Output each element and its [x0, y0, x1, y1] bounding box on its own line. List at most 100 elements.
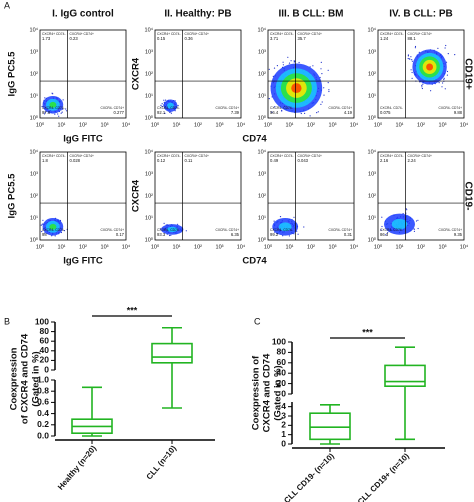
density-contour: [49, 223, 57, 230]
event-dot: [323, 94, 325, 96]
event-dot: [279, 216, 282, 218]
quadrant-value: 2.16: [380, 158, 389, 163]
event-dot: [437, 47, 439, 50]
density-contour: [391, 218, 408, 230]
y-tick-label: 10³: [30, 171, 38, 177]
event-dot: [309, 115, 311, 117]
event-dot: [408, 58, 410, 60]
y-axis-label: Coexpression: [9, 347, 20, 410]
event-dot: [273, 67, 276, 69]
quadrant-name: CXCR4+ CD74-: [270, 32, 294, 36]
quadrant-value: 9.35: [454, 232, 463, 237]
event-dot: [442, 82, 444, 84]
event-dot: [387, 232, 389, 234]
significance-label: ***: [362, 327, 373, 337]
event-dot: [42, 219, 44, 221]
event-dot: [268, 98, 270, 100]
density-contour: [291, 83, 302, 94]
event-dot: [298, 61, 300, 64]
y-tick-label: 80: [40, 326, 50, 336]
event-dot: [297, 233, 299, 235]
event-dot: [288, 62, 291, 64]
y-tick-label: 10⁴: [145, 26, 154, 33]
y-tick-label: 10³: [258, 171, 266, 177]
event-dot: [454, 54, 456, 56]
quadrant-value: 98: [42, 232, 47, 237]
x-tick-label: 10¹: [396, 122, 404, 128]
panel-label: C: [254, 316, 261, 326]
y-tick-label: 2: [281, 420, 286, 430]
y-tick-label: 10²: [368, 71, 376, 77]
y-tick-label: 10³: [258, 49, 266, 55]
event-dot: [415, 220, 418, 222]
y-tick-label: 0.8: [37, 385, 49, 395]
y-tick-label: 10¹: [145, 93, 153, 99]
x-tick-label: 10⁴: [122, 243, 131, 250]
event-dot: [321, 73, 323, 75]
event-dot: [407, 57, 409, 60]
event-dot: [177, 104, 179, 107]
y-tick-label: 10²: [145, 193, 153, 199]
quadrant-name: CXCR4- CD74-: [42, 228, 65, 232]
quadrant-name: CXCR4+ CD74-: [157, 32, 181, 36]
x-tick-label: 10²: [307, 122, 315, 128]
y-axis-label: CXCR4 and CD74: [262, 353, 273, 432]
quadrant-name: CXCR4+ CD74+: [408, 154, 432, 158]
event-dot: [288, 235, 290, 237]
x-tick-label: 10²: [194, 122, 202, 128]
y-tick-label: 10³: [145, 171, 153, 177]
quadrant-name: CXCR4- CD74+: [438, 106, 462, 110]
y-tick-label: 100: [272, 336, 286, 346]
event-dot: [165, 99, 167, 101]
event-dot: [41, 105, 43, 108]
quadrant-name: CXCR4+ CD74+: [70, 32, 94, 36]
y-tick-label: 10³: [368, 171, 376, 177]
event-dot: [381, 225, 383, 228]
x-tick-label: 10²: [79, 122, 87, 128]
quadrant-value: 99.2: [270, 232, 279, 237]
x-tick-label: 10⁰: [36, 121, 45, 128]
event-dot: [418, 51, 420, 53]
y-tick-label: 10²: [258, 193, 266, 199]
x-tick-label: 10²: [194, 244, 202, 250]
event-dot: [421, 87, 423, 90]
x-tick-label: 10⁴: [460, 243, 469, 250]
quadrant-value: 0.15: [157, 36, 166, 41]
flow-plot: CXCR4+ CD74-1.73 CXCR4+ CD74+0.23 CXCR4- C…: [30, 26, 131, 128]
y-axis-label: IgG PC5.5: [7, 173, 18, 219]
x-tick-label: 10⁰: [264, 243, 273, 250]
event-dot: [41, 230, 43, 233]
y-tick-label: 10⁴: [258, 148, 267, 155]
panel-label: B: [4, 316, 10, 326]
y-tick-label: 10⁰: [145, 236, 154, 243]
x-tick-label: 10⁴: [237, 243, 246, 250]
event-dot: [406, 209, 408, 211]
x-tick-label: 10³: [101, 244, 109, 250]
y-tick-label: 10¹: [258, 93, 266, 99]
significance-label: ***: [127, 305, 138, 315]
event-dot: [410, 69, 412, 71]
x-tick-label: 10⁰: [151, 121, 160, 128]
quadrant-name: CXCR4- CD74-: [380, 228, 403, 232]
event-dot: [57, 113, 59, 115]
event-dot: [58, 115, 60, 117]
quadrant-name: CXCR4+ CD74+: [185, 32, 209, 36]
quadrant-value: 1.24: [380, 36, 389, 41]
y-tick-label: 10²: [145, 71, 153, 77]
event-dot: [282, 61, 284, 63]
event-dot: [328, 90, 330, 93]
quadrant-value: 0.11: [185, 158, 194, 163]
event-dot: [320, 61, 322, 64]
x-tick-label: 10³: [439, 122, 447, 128]
flow-plot: CXCR4+ CD74-1.24 CXCR4+ CD74+88.1 CXCR4- C…: [368, 26, 469, 128]
x-axis-label: CD74: [242, 256, 267, 267]
event-dot: [62, 99, 64, 101]
x-tick-label: 10²: [417, 122, 425, 128]
flow-plot: CXCR4+ CD74-3.71 CXCR4+ CD74+35.7 CXCR4- C…: [258, 26, 359, 128]
event-dot: [65, 108, 67, 110]
y-axis-label: (Gated in %): [273, 365, 284, 420]
event-dot: [170, 234, 172, 236]
event-dot: [40, 224, 42, 226]
y-tick-label: 10³: [145, 49, 153, 55]
quadrant-value: 0.23: [70, 36, 79, 41]
